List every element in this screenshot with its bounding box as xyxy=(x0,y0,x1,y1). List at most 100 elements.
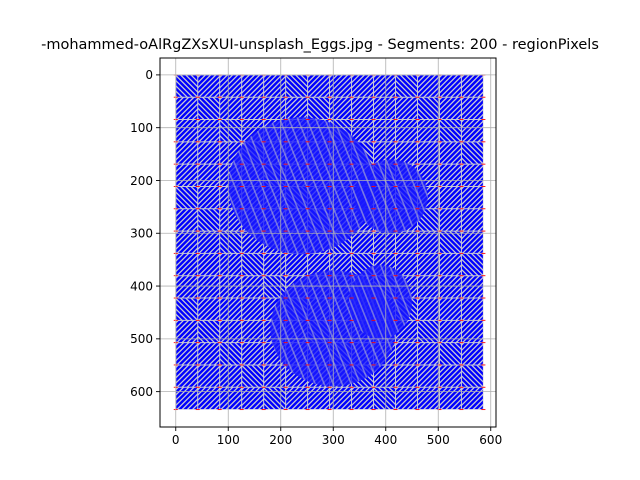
segment-block xyxy=(439,253,461,276)
segment-block xyxy=(461,365,483,387)
segment-block xyxy=(461,231,483,253)
x-tick-label: 100 xyxy=(217,433,240,447)
segment-block xyxy=(198,298,220,320)
segment-block xyxy=(198,164,220,186)
segment-block xyxy=(176,276,198,298)
segment-block xyxy=(198,387,220,410)
segment-block xyxy=(242,97,264,120)
segment-block xyxy=(176,120,198,142)
segment-block xyxy=(396,253,417,276)
segment-block xyxy=(417,231,439,253)
segment-block xyxy=(396,142,417,164)
segment-block xyxy=(242,387,264,410)
segment-block xyxy=(439,97,461,120)
x-tick-label: 500 xyxy=(427,433,450,447)
segment-block xyxy=(461,209,483,231)
segment-block xyxy=(286,97,308,120)
segment-block xyxy=(417,298,439,320)
segment-block xyxy=(220,120,242,142)
segment-block xyxy=(396,365,417,387)
segment-block xyxy=(198,276,220,298)
segment-block xyxy=(330,75,352,97)
x-tick-label: 200 xyxy=(269,433,292,447)
segment-block xyxy=(176,75,198,97)
axes-frame xyxy=(159,57,497,428)
segment-block xyxy=(396,343,417,365)
segment-block xyxy=(461,97,483,120)
segment-block xyxy=(176,253,198,276)
segment-block xyxy=(396,120,417,142)
segment-block xyxy=(417,75,439,97)
segment-block xyxy=(439,186,461,209)
segment-block xyxy=(461,186,483,209)
segment-block xyxy=(439,75,461,97)
segment-block xyxy=(220,253,242,276)
segment-block xyxy=(220,387,242,410)
segment-block xyxy=(176,387,198,410)
segment-block xyxy=(461,164,483,186)
segment-block xyxy=(176,97,198,120)
y-axis: 0 100 200 300 400 500 600 xyxy=(130,68,160,399)
segment-block xyxy=(286,75,308,97)
plot-area xyxy=(173,74,486,411)
segment-block xyxy=(374,387,395,410)
x-tick-label: 300 xyxy=(322,433,345,447)
segment-block xyxy=(242,365,264,387)
segment-block xyxy=(198,186,220,209)
segment-block xyxy=(439,164,461,186)
segment-block xyxy=(242,343,264,365)
segment-block xyxy=(417,387,439,410)
segment-block xyxy=(461,142,483,164)
segment-block xyxy=(417,142,439,164)
segment-block xyxy=(220,298,242,320)
segment-block xyxy=(242,276,264,298)
segment-block xyxy=(220,75,242,97)
segment-block xyxy=(176,343,198,365)
segment-block xyxy=(220,276,242,298)
segment-block xyxy=(439,231,461,253)
segment-block xyxy=(286,387,308,410)
segment-block xyxy=(461,253,483,276)
segment-block xyxy=(417,253,439,276)
y-tick-label: 600 xyxy=(130,385,153,399)
segment-block xyxy=(176,209,198,231)
chart-title: -mohammed-oAlRgZXsXUI-unsplash_Eggs.jpg … xyxy=(41,37,599,53)
x-tick-label: 400 xyxy=(374,433,397,447)
y-tick-label: 300 xyxy=(130,227,153,241)
segment-block xyxy=(308,97,330,120)
segment-block xyxy=(220,231,242,253)
segment-block xyxy=(176,365,198,387)
segment-block xyxy=(176,186,198,209)
segment-block xyxy=(439,343,461,365)
segment-block xyxy=(242,298,264,320)
segment-block xyxy=(242,253,264,276)
segment-block xyxy=(176,231,198,253)
segment-block xyxy=(330,97,352,120)
segment-block xyxy=(417,365,439,387)
segment-block xyxy=(198,231,220,253)
segment-block xyxy=(417,97,439,120)
segment-block xyxy=(352,75,374,97)
segment-block xyxy=(439,120,461,142)
segment-block xyxy=(461,120,483,142)
segment-block xyxy=(461,298,483,320)
segment-block xyxy=(198,209,220,231)
x-tick-label: 600 xyxy=(479,433,502,447)
segment-block xyxy=(461,276,483,298)
segment-block xyxy=(439,365,461,387)
segment-block xyxy=(286,253,308,276)
segment-block xyxy=(439,387,461,410)
segment-block xyxy=(198,75,220,97)
segment-block xyxy=(439,209,461,231)
y-tick-label: 400 xyxy=(130,279,153,293)
segment-block xyxy=(352,387,374,410)
segment-block xyxy=(242,75,264,97)
segment-block xyxy=(308,387,330,410)
segment-block xyxy=(439,298,461,320)
segment-block xyxy=(417,120,439,142)
segment-block xyxy=(396,97,417,120)
y-tick-label: 500 xyxy=(130,332,153,346)
segment-block xyxy=(176,298,198,320)
segment-block xyxy=(439,276,461,298)
